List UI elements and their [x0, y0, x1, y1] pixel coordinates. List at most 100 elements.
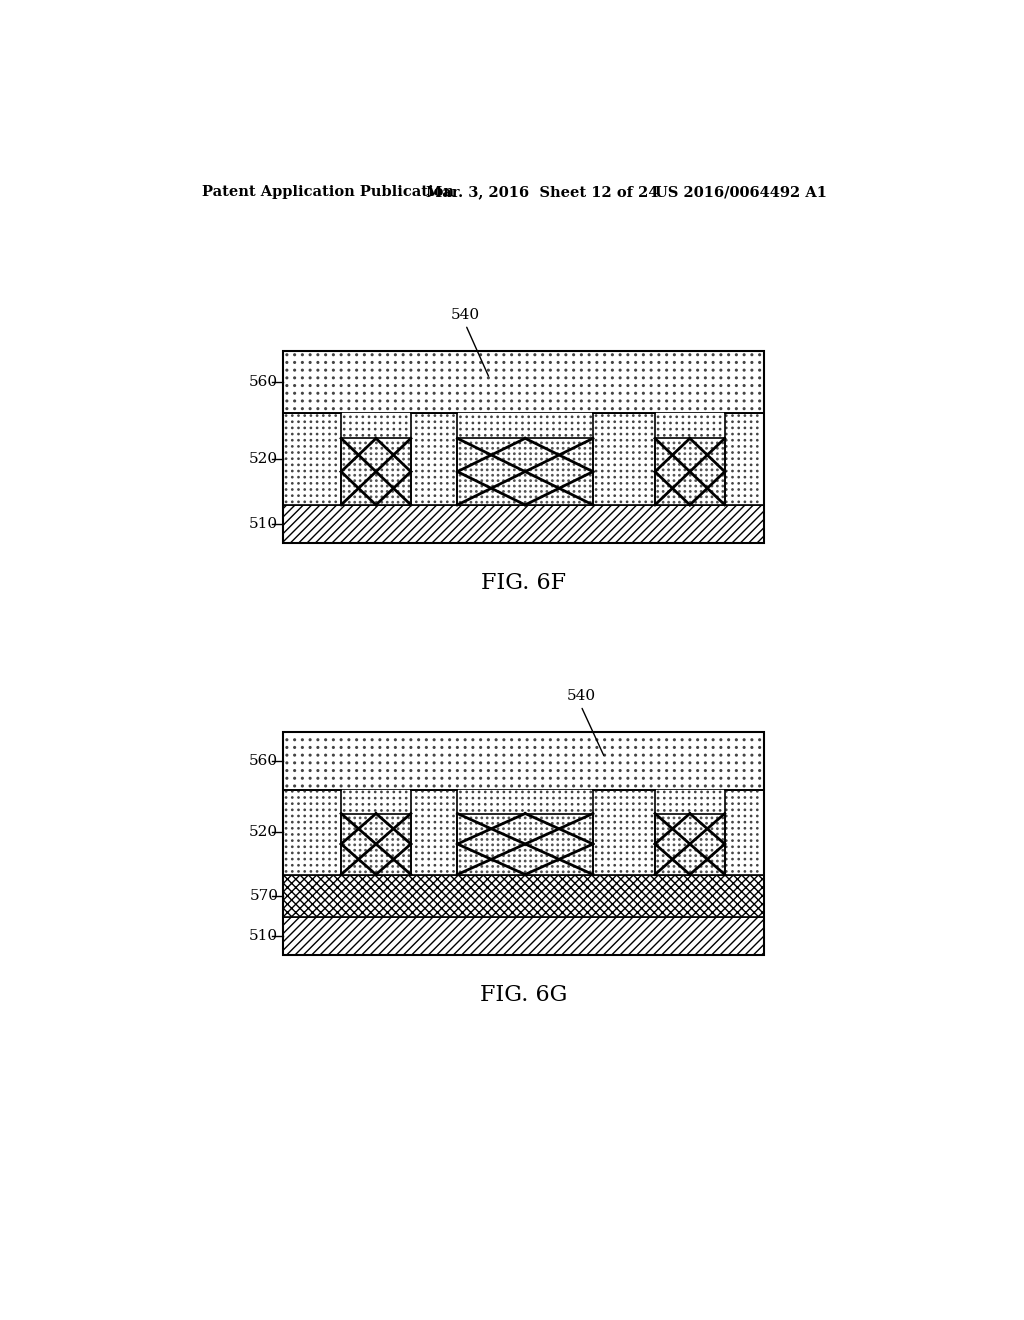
Circle shape — [689, 447, 691, 449]
Circle shape — [333, 747, 334, 748]
Circle shape — [449, 785, 451, 787]
Circle shape — [584, 496, 586, 498]
Circle shape — [359, 855, 360, 857]
Circle shape — [584, 463, 586, 465]
Circle shape — [486, 458, 487, 459]
Circle shape — [562, 463, 564, 465]
Circle shape — [457, 770, 458, 771]
Circle shape — [557, 491, 558, 492]
Circle shape — [426, 785, 427, 787]
Circle shape — [695, 838, 696, 840]
Circle shape — [565, 354, 566, 355]
Circle shape — [392, 458, 393, 459]
Circle shape — [689, 871, 691, 873]
Bar — [458, 412, 593, 438]
Circle shape — [348, 817, 350, 818]
Circle shape — [713, 754, 714, 756]
Circle shape — [464, 785, 466, 787]
Circle shape — [294, 378, 296, 379]
Circle shape — [695, 442, 696, 444]
Circle shape — [511, 392, 512, 395]
Circle shape — [526, 785, 528, 787]
Circle shape — [354, 838, 355, 840]
Circle shape — [496, 762, 497, 764]
Circle shape — [712, 463, 713, 465]
Circle shape — [376, 866, 377, 867]
Circle shape — [476, 447, 477, 449]
Circle shape — [514, 845, 515, 846]
Circle shape — [333, 370, 334, 371]
Circle shape — [365, 458, 367, 459]
Circle shape — [541, 458, 542, 459]
Circle shape — [376, 458, 377, 459]
Circle shape — [689, 370, 691, 371]
Circle shape — [340, 777, 342, 779]
Circle shape — [508, 502, 510, 503]
Circle shape — [496, 400, 497, 401]
Circle shape — [572, 777, 574, 779]
Circle shape — [464, 762, 466, 764]
Circle shape — [464, 370, 466, 371]
Circle shape — [550, 354, 551, 355]
Circle shape — [498, 458, 499, 459]
Circle shape — [480, 378, 481, 379]
Circle shape — [379, 400, 381, 401]
Circle shape — [343, 850, 344, 851]
Circle shape — [343, 475, 344, 477]
Circle shape — [596, 739, 598, 741]
Circle shape — [394, 754, 396, 756]
Circle shape — [402, 866, 404, 867]
Circle shape — [325, 384, 327, 387]
Circle shape — [657, 845, 658, 846]
Circle shape — [590, 817, 591, 818]
Circle shape — [650, 777, 652, 779]
Circle shape — [657, 475, 658, 477]
Circle shape — [535, 370, 536, 371]
Circle shape — [472, 770, 474, 771]
Circle shape — [470, 855, 472, 857]
Circle shape — [359, 850, 360, 851]
Circle shape — [706, 833, 708, 834]
Circle shape — [579, 453, 581, 454]
Circle shape — [562, 453, 564, 454]
Circle shape — [728, 370, 729, 371]
Circle shape — [486, 861, 487, 862]
Circle shape — [663, 447, 664, 449]
Circle shape — [511, 785, 512, 787]
Circle shape — [359, 845, 360, 846]
Circle shape — [379, 408, 381, 409]
Circle shape — [379, 770, 381, 771]
Circle shape — [470, 442, 472, 444]
Circle shape — [481, 871, 482, 873]
Circle shape — [546, 475, 548, 477]
Circle shape — [573, 828, 574, 829]
Circle shape — [658, 362, 659, 363]
Circle shape — [487, 370, 489, 371]
Circle shape — [552, 475, 553, 477]
Circle shape — [706, 442, 708, 444]
Circle shape — [713, 362, 714, 363]
Circle shape — [476, 845, 477, 846]
Circle shape — [635, 747, 637, 748]
Circle shape — [519, 480, 520, 482]
Circle shape — [487, 754, 489, 756]
Circle shape — [728, 739, 729, 741]
Circle shape — [584, 833, 586, 834]
Circle shape — [355, 370, 357, 371]
Circle shape — [689, 850, 691, 851]
Circle shape — [402, 486, 404, 487]
Circle shape — [465, 458, 466, 459]
Circle shape — [465, 502, 466, 503]
Circle shape — [524, 855, 526, 857]
Circle shape — [666, 777, 668, 779]
Circle shape — [557, 362, 559, 363]
Circle shape — [402, 370, 404, 371]
Circle shape — [392, 822, 393, 824]
Circle shape — [371, 822, 372, 824]
Circle shape — [503, 822, 504, 824]
Circle shape — [433, 384, 435, 387]
Circle shape — [465, 871, 466, 873]
Circle shape — [371, 866, 372, 867]
Circle shape — [579, 822, 581, 824]
Circle shape — [470, 475, 472, 477]
